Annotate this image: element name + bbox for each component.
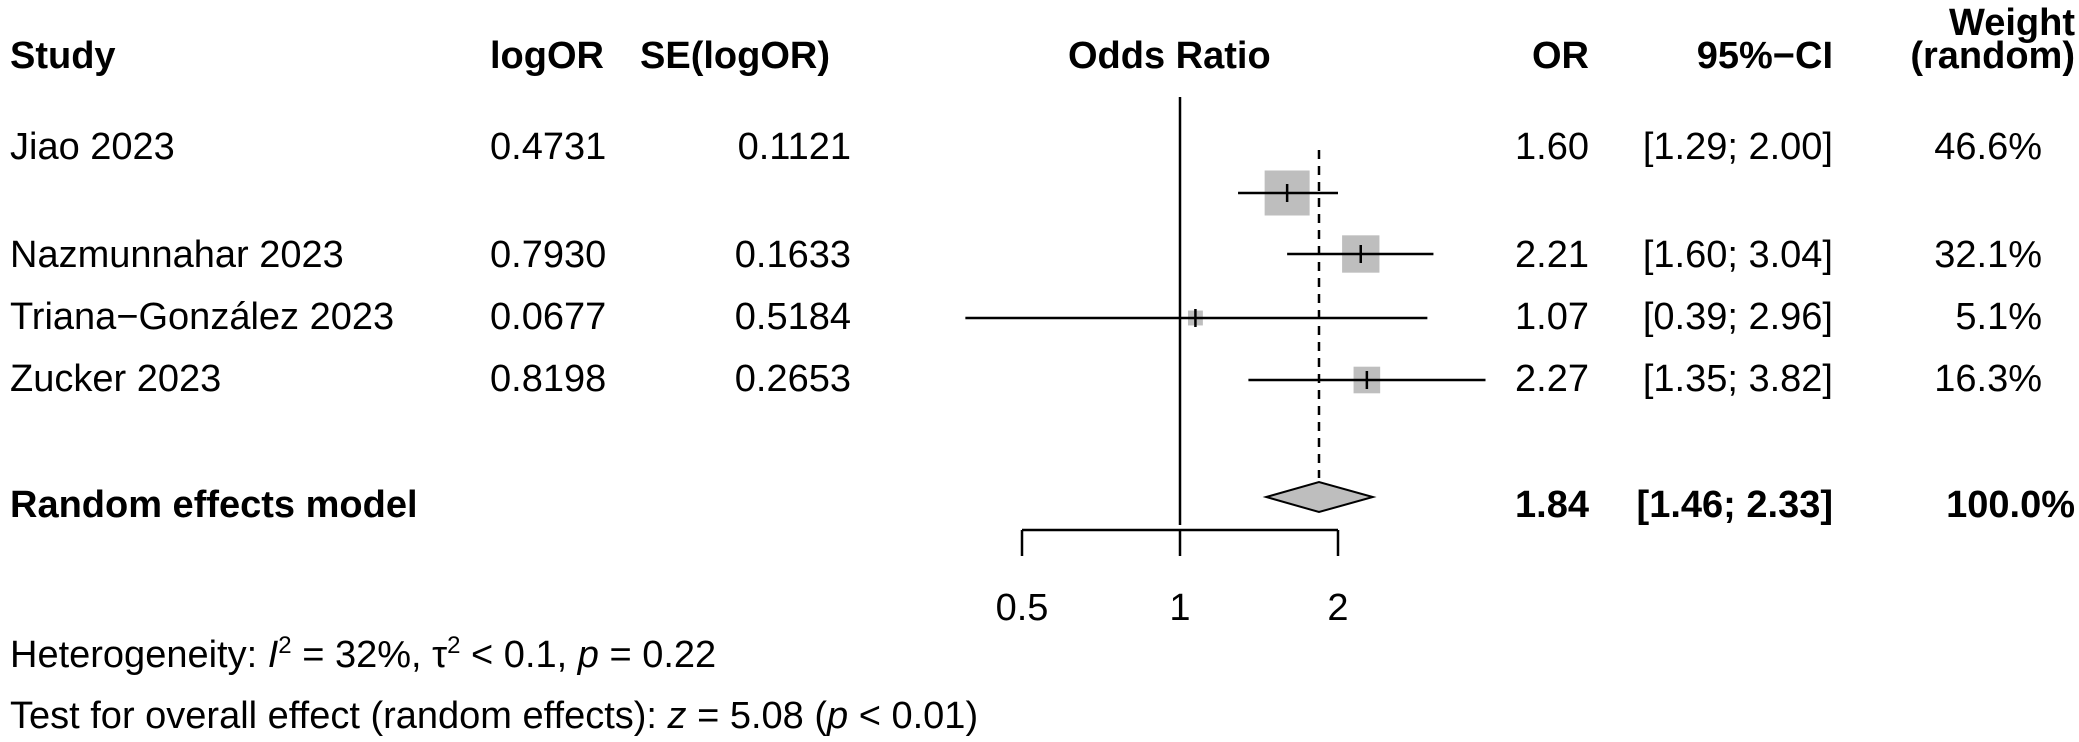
study-weight: 5.1% (1955, 296, 2042, 338)
summary-or: 1.84 (1515, 484, 1589, 526)
heterogeneity-note: Heterogeneity: I2 = 32%, τ2 < 0.1, p = 0… (10, 632, 717, 676)
study-name: Nazmunnahar 2023 (10, 234, 344, 276)
header-odds-ratio: Odds Ratio (1068, 35, 1271, 77)
study-or: 1.07 (1515, 296, 1589, 338)
study-ci: [1.60; 3.04] (1642, 234, 1833, 276)
study-name: Zucker 2023 (10, 358, 222, 400)
overall-effect-note: Test for overall effect (random effects)… (10, 695, 979, 737)
study-name: Jiao 2023 (10, 126, 175, 168)
study-se: 0.1121 (737, 126, 851, 168)
study-ci: [1.35; 3.82] (1642, 358, 1833, 400)
header-study: Study (10, 35, 116, 77)
study-ci: [1.29; 2.00] (1642, 126, 1833, 168)
study-weight: 32.1% (1934, 234, 2042, 276)
study-weight: 46.6% (1934, 126, 2042, 168)
study-logor: 0.7930 (490, 234, 607, 276)
study-se: 0.2653 (734, 358, 851, 400)
x-axis-tick-label: 2 (1327, 587, 1348, 629)
study-or: 1.60 (1515, 126, 1589, 168)
summary-weight: 100.0% (1946, 484, 2075, 526)
study-se: 0.1633 (734, 234, 851, 276)
study-or: 2.27 (1515, 358, 1589, 400)
summary-ci: [1.46; 2.33] (1636, 484, 1833, 526)
header-se: SE(logOR) (640, 35, 830, 77)
header-or: OR (1532, 35, 1589, 77)
header-weight-line2: (random) (1910, 35, 2075, 77)
header-ci: 95%−CI (1696, 35, 1833, 77)
study-or: 2.21 (1515, 234, 1589, 276)
x-axis-tick-label: 1 (1169, 587, 1190, 629)
x-axis-tick-label: 0.5 (996, 587, 1049, 629)
header-weight-line1: Weight (1949, 2, 2075, 44)
study-ci: [0.39; 2.96] (1642, 296, 1833, 338)
header-logor: logOR (490, 35, 604, 77)
summary-diamond (1262, 480, 1377, 514)
summary-label: Random effects model (10, 484, 418, 526)
study-logor: 0.4731 (490, 126, 607, 168)
study-se: 0.5184 (734, 296, 851, 338)
study-logor: 0.0677 (490, 296, 607, 338)
study-weight: 16.3% (1934, 358, 2042, 400)
study-name: Triana−González 2023 (10, 296, 395, 338)
study-logor: 0.8198 (490, 358, 607, 400)
